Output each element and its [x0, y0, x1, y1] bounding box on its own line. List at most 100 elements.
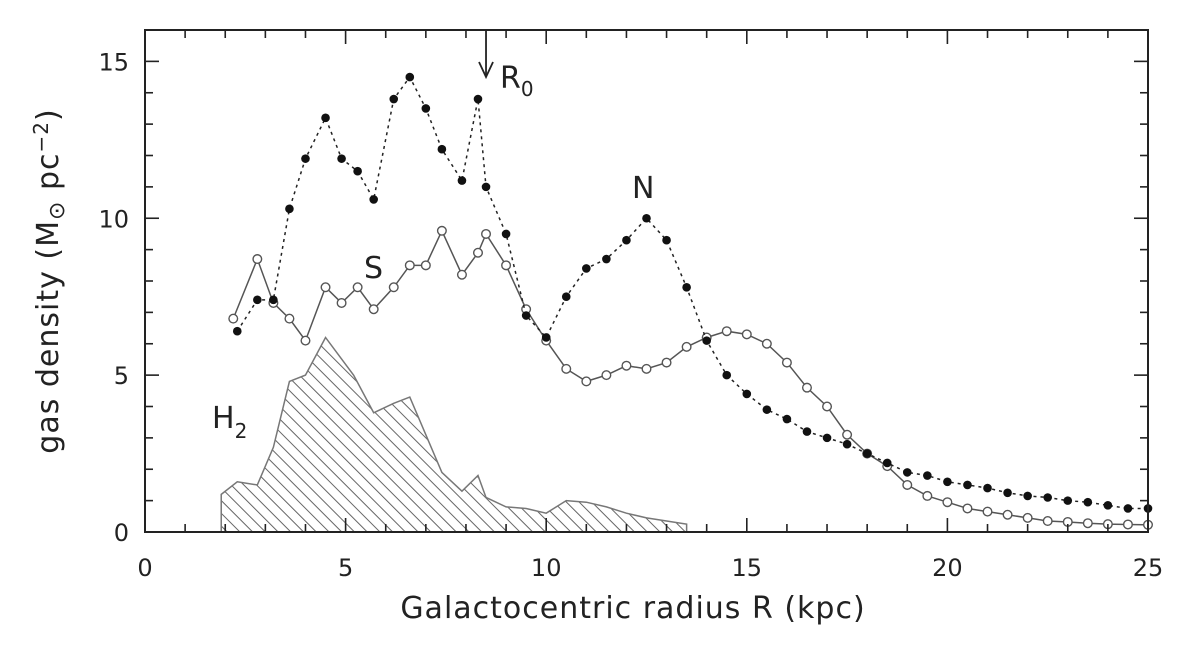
y-tick-label: 10: [98, 205, 129, 233]
series-s-point: [842, 429, 853, 440]
series-n-point: [501, 229, 511, 239]
series-n-point: [582, 264, 591, 273]
series-n-point: [405, 72, 415, 82]
h2-area-layer: [220, 336, 688, 533]
series-n-point: [421, 104, 431, 113]
series-n-label: N: [632, 171, 654, 206]
series-s-point: [581, 376, 592, 387]
series-s-point: [228, 313, 239, 324]
y-axis-title-close: ): [31, 108, 66, 121]
series-n-point: [457, 176, 467, 185]
y-tick-label: 0: [114, 519, 129, 547]
series-s-point: [404, 260, 415, 271]
r0-label-main: R: [500, 61, 521, 96]
series-s-point: [352, 282, 363, 293]
series-n-point: [389, 94, 399, 104]
series-n-point: [902, 468, 912, 477]
series-n-point: [1063, 496, 1073, 505]
series-s-point: [1122, 519, 1133, 530]
series-s-point: [501, 260, 512, 271]
series-s-point: [561, 363, 572, 374]
series-s-point: [721, 326, 732, 337]
x-tick-label: 20: [932, 554, 963, 582]
series-s-point: [661, 357, 672, 368]
series-s-point: [420, 260, 431, 271]
series-s-point: [781, 357, 792, 368]
series-n-point: [682, 282, 691, 292]
series-s-point: [1042, 516, 1053, 527]
series-s-point: [456, 269, 467, 280]
h2-label-sub: 2: [235, 419, 248, 443]
series-n-point: [842, 439, 852, 449]
series-s-point: [481, 228, 492, 239]
x-tick-label: 10: [531, 554, 562, 582]
series-n-point: [662, 235, 671, 245]
series-s-point: [368, 304, 379, 315]
series-s-label: S: [364, 251, 383, 286]
y-axis-title-exp: −2: [29, 121, 53, 152]
r0-arrow-head: [478, 61, 494, 80]
series-n-layer: [232, 72, 1153, 513]
series-s-point: [320, 282, 331, 293]
series-n-point: [481, 182, 491, 192]
series-n-point: [232, 326, 242, 336]
x-tick-label: 5: [338, 554, 353, 582]
series-s-point: [902, 479, 913, 490]
series-s-point: [641, 363, 652, 374]
series-n-point: [822, 433, 832, 443]
series-s-point: [1022, 512, 1033, 523]
series-s-point: [252, 254, 263, 265]
series-n-point: [862, 449, 872, 458]
series-s-point: [388, 282, 399, 293]
series-n-point: [943, 477, 952, 487]
r0-label-sub: 0: [521, 77, 534, 101]
series-n-point: [285, 204, 294, 214]
series-s-point: [681, 341, 692, 352]
y-axis-title-unit: pc: [31, 152, 66, 200]
series-n-point: [369, 195, 378, 204]
series-s-point: [472, 247, 483, 258]
r0-label: R0: [500, 61, 534, 101]
y-axis-title-sun: ⊙: [45, 201, 70, 220]
series-n-point: [802, 427, 812, 436]
series-n-point: [437, 144, 447, 154]
series-n-point: [521, 311, 531, 320]
series-s-point: [922, 490, 933, 501]
series-s-point: [1002, 509, 1013, 520]
series-n-point: [923, 471, 932, 480]
series-n-point: [321, 113, 330, 123]
series-n-point: [963, 480, 972, 490]
series-n-point: [269, 295, 278, 305]
series-s-point: [942, 497, 953, 508]
series-n-point: [473, 94, 483, 104]
h2-area: [220, 336, 688, 533]
series-s-point: [284, 313, 295, 324]
x-tick-label: 15: [732, 554, 763, 582]
series-s-point: [761, 338, 772, 349]
series-n-point: [1123, 504, 1133, 513]
series-n-point: [762, 405, 772, 414]
series-n-point: [983, 483, 992, 493]
y-tick-label: 15: [98, 48, 129, 76]
series-s-point: [601, 370, 612, 381]
series-n-point: [1023, 491, 1032, 501]
h2-label-main: H: [212, 401, 235, 436]
series-n-point: [702, 336, 711, 345]
series-s-point: [801, 382, 812, 393]
series-n-point: [541, 333, 551, 342]
series-s-point: [1082, 518, 1093, 529]
ticks-layer: [144, 29, 1149, 533]
series-s-point: [436, 225, 447, 236]
series-n-point: [1103, 501, 1113, 510]
r0-marker: [478, 30, 494, 80]
series-s-point: [621, 360, 632, 371]
series-n-point: [561, 292, 571, 301]
series-n-point: [882, 458, 892, 468]
series-n-point: [353, 166, 362, 176]
series-n-point: [253, 295, 262, 305]
series-h2-label: H2: [212, 401, 247, 443]
series-n-point: [337, 154, 346, 163]
series-n-point: [642, 213, 651, 223]
